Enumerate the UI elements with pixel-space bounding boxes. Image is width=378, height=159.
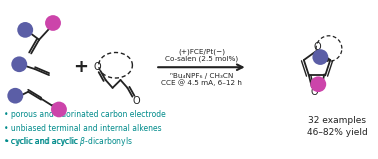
Text: 32 examples: 32 examples xyxy=(308,116,366,125)
Text: • cyclic and acyclic $\beta$-dicarbonyls: • cyclic and acyclic $\beta$-dicarbonyls xyxy=(5,135,133,148)
Text: ⁿBu₄NPF₆ / CH₃CN: ⁿBu₄NPF₆ / CH₃CN xyxy=(170,73,233,79)
Circle shape xyxy=(310,76,326,92)
Circle shape xyxy=(45,15,61,31)
Text: (+)FCE/Pt(−): (+)FCE/Pt(−) xyxy=(178,48,225,55)
Circle shape xyxy=(17,22,33,38)
Text: O: O xyxy=(94,62,101,72)
Text: O: O xyxy=(310,87,318,97)
Text: Co-salen (2.5 mol%): Co-salen (2.5 mol%) xyxy=(165,55,238,62)
Circle shape xyxy=(51,102,67,117)
Circle shape xyxy=(312,49,328,65)
Text: • unbiased terminal and internal alkenes: • unbiased terminal and internal alkenes xyxy=(5,124,162,133)
Circle shape xyxy=(7,88,23,104)
Text: • cyclic and acyclic: • cyclic and acyclic xyxy=(5,137,81,146)
Text: 46–82% yield: 46–82% yield xyxy=(307,128,367,137)
Text: • porous and fluorinated carbon electrode: • porous and fluorinated carbon electrod… xyxy=(5,110,166,119)
Text: O: O xyxy=(133,96,140,106)
Circle shape xyxy=(11,56,27,72)
Text: +: + xyxy=(73,58,88,76)
Text: CCE @ 4.5 mA, 6–12 h: CCE @ 4.5 mA, 6–12 h xyxy=(161,80,242,86)
Text: O: O xyxy=(313,42,321,52)
